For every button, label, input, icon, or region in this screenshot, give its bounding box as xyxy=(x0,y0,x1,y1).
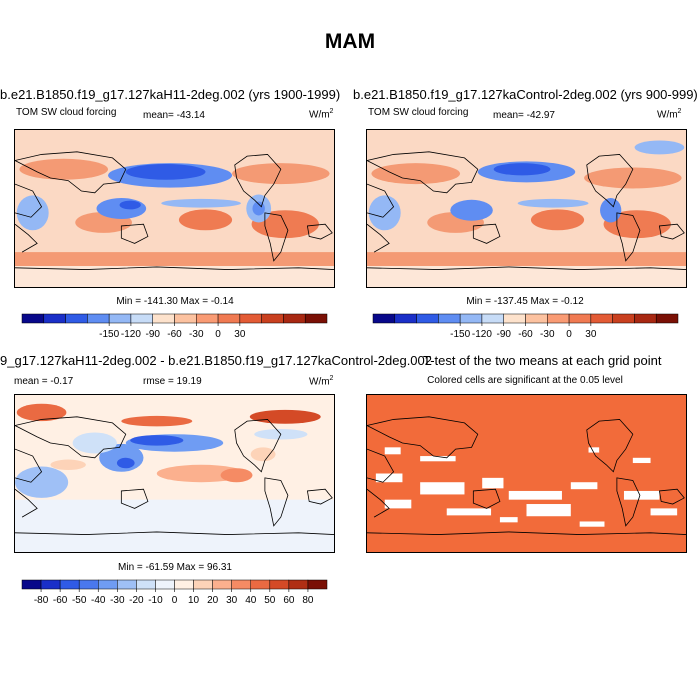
colorbar-swatch xyxy=(459,313,483,324)
colorbar-swatch xyxy=(250,579,271,590)
colorbar-swatch xyxy=(438,313,461,324)
colorbar-swatch xyxy=(590,313,613,324)
panel3-title: 9_g17.127kaH11-2deg.002 - b.e21.B1850.f1… xyxy=(0,353,432,368)
colorbar-swatch xyxy=(117,579,137,590)
colorbar-label: -60 xyxy=(518,329,533,340)
colorbar-swatch xyxy=(136,579,156,590)
figure-title: MAM xyxy=(324,30,376,53)
colorbar-swatch xyxy=(288,579,309,590)
panel3-units: W/m2 xyxy=(309,375,334,388)
colorbar-label: -60 xyxy=(167,329,182,340)
panel2-title: b.e21.B1850.f19_g17.127kaControl-2deg.00… xyxy=(353,87,698,102)
colorbar-swatch xyxy=(269,579,290,590)
panel3-rmse-label: rmse = 19.19 xyxy=(143,376,202,387)
colorbar-label: -40 xyxy=(91,595,106,606)
colorbar-swatch xyxy=(634,313,657,324)
colorbar-label: -30 xyxy=(540,329,555,340)
colorbar-label: -20 xyxy=(129,595,144,606)
panel4-subtitle: Colored cells are significant at the 0.0… xyxy=(427,375,623,386)
colorbar-swatch xyxy=(174,579,194,590)
colorbar-label: 40 xyxy=(245,595,257,606)
colorbar-swatch xyxy=(152,313,175,324)
panel1-title: b.e21.B1850.f19_g17.127kaH11-2deg.002 (y… xyxy=(0,87,341,102)
colorbar-swatch xyxy=(503,313,526,324)
colorbar-label: 30 xyxy=(585,329,597,340)
colorbar-label: -80 xyxy=(34,595,49,606)
colorbar-label: 80 xyxy=(302,595,314,606)
colorbar-swatch xyxy=(239,313,262,324)
panel2-minmax: Min = -137.45 Max = -0.12 xyxy=(466,296,584,307)
colorbar-swatch xyxy=(547,313,570,324)
panel1-mean-label: mean= -43.14 xyxy=(143,110,205,121)
panel3-mean-label: mean = -0.17 xyxy=(14,376,74,387)
colorbar-label: -30 xyxy=(110,595,125,606)
colorbar-swatch xyxy=(78,579,99,590)
colorbar-swatch xyxy=(283,313,306,324)
panel2-left-label: TOM SW cloud forcing xyxy=(368,107,469,118)
colorbar-swatch xyxy=(568,313,592,324)
colorbar-swatch xyxy=(416,313,439,324)
panel4-significance-map xyxy=(366,394,687,553)
colorbar-swatch xyxy=(231,579,251,590)
colorbar-label: -120 xyxy=(472,329,492,340)
colorbar-label: -10 xyxy=(148,595,163,606)
panel3-colorbar: -80 -60 -50 -40 -30 -20 -10 0 10 20 30 40 50 60 80 xyxy=(21,579,328,610)
colorbar-swatch xyxy=(217,313,241,324)
colorbar-label: -120 xyxy=(121,329,141,340)
colorbar-swatch xyxy=(130,313,153,324)
panel2-units: W/m2 xyxy=(657,108,682,121)
colorbar-swatch xyxy=(87,313,110,324)
colorbar-swatch xyxy=(196,313,219,324)
colorbar-label: -90 xyxy=(145,329,160,340)
colorbar-swatch xyxy=(612,313,635,324)
colorbar-label: 0 xyxy=(566,329,572,340)
colorbar-swatch xyxy=(65,313,88,324)
colorbar-swatch xyxy=(43,313,66,324)
colorbar-swatch xyxy=(193,579,213,590)
colorbar-swatch xyxy=(304,313,328,324)
colorbar-swatch xyxy=(525,313,548,324)
panel3-minmax: Min = -61.59 Max = 96.31 xyxy=(118,562,232,573)
colorbar-swatch xyxy=(98,579,118,590)
colorbar-swatch xyxy=(655,313,679,324)
colorbar-swatch xyxy=(21,313,45,324)
colorbar-swatch xyxy=(372,313,396,324)
colorbar-swatch xyxy=(212,579,232,590)
colorbar-swatch xyxy=(108,313,132,324)
colorbar-swatch xyxy=(40,579,61,590)
colorbar-swatch xyxy=(307,579,328,590)
panel3-map xyxy=(14,394,335,553)
colorbar-label: 10 xyxy=(188,595,200,606)
panel2-mean-label: mean= -42.97 xyxy=(493,110,555,121)
colorbar-swatch xyxy=(155,579,175,590)
colorbar-label: -90 xyxy=(496,329,511,340)
colorbar-label: 20 xyxy=(207,595,219,606)
panel1-left-label: TOM SW cloud forcing xyxy=(16,107,117,118)
colorbar-label: -30 xyxy=(189,329,204,340)
panel2-map xyxy=(366,129,687,288)
colorbar-label: 0 xyxy=(215,329,221,340)
colorbar-label: 60 xyxy=(283,595,295,606)
colorbar-swatch xyxy=(21,579,42,590)
colorbar-label: 30 xyxy=(234,329,246,340)
colorbar-label: -150 xyxy=(99,329,119,340)
colorbar-label: 0 xyxy=(172,595,178,606)
colorbar-label: -50 xyxy=(72,595,87,606)
colorbar-swatch xyxy=(481,313,504,324)
colorbar-swatch xyxy=(174,313,197,324)
colorbar-swatch xyxy=(59,579,80,590)
panel1-colorbar: -150 -120 -90 -60 -30 0 30 xyxy=(21,313,328,344)
panel4-title: T-test of the two means at each grid poi… xyxy=(423,353,662,368)
panel1-units: W/m2 xyxy=(309,108,334,121)
colorbar-label: -150 xyxy=(450,329,470,340)
panel2-colorbar: -150 -120 -90 -60 -30 0 30 xyxy=(372,313,679,344)
colorbar-label: 30 xyxy=(226,595,238,606)
panel1-minmax: Min = -141.30 Max = -0.14 xyxy=(116,296,234,307)
panel1-map xyxy=(14,129,335,288)
colorbar-label: -60 xyxy=(53,595,68,606)
colorbar-label: 50 xyxy=(264,595,276,606)
colorbar-swatch xyxy=(261,313,284,324)
colorbar-swatch xyxy=(394,313,417,324)
